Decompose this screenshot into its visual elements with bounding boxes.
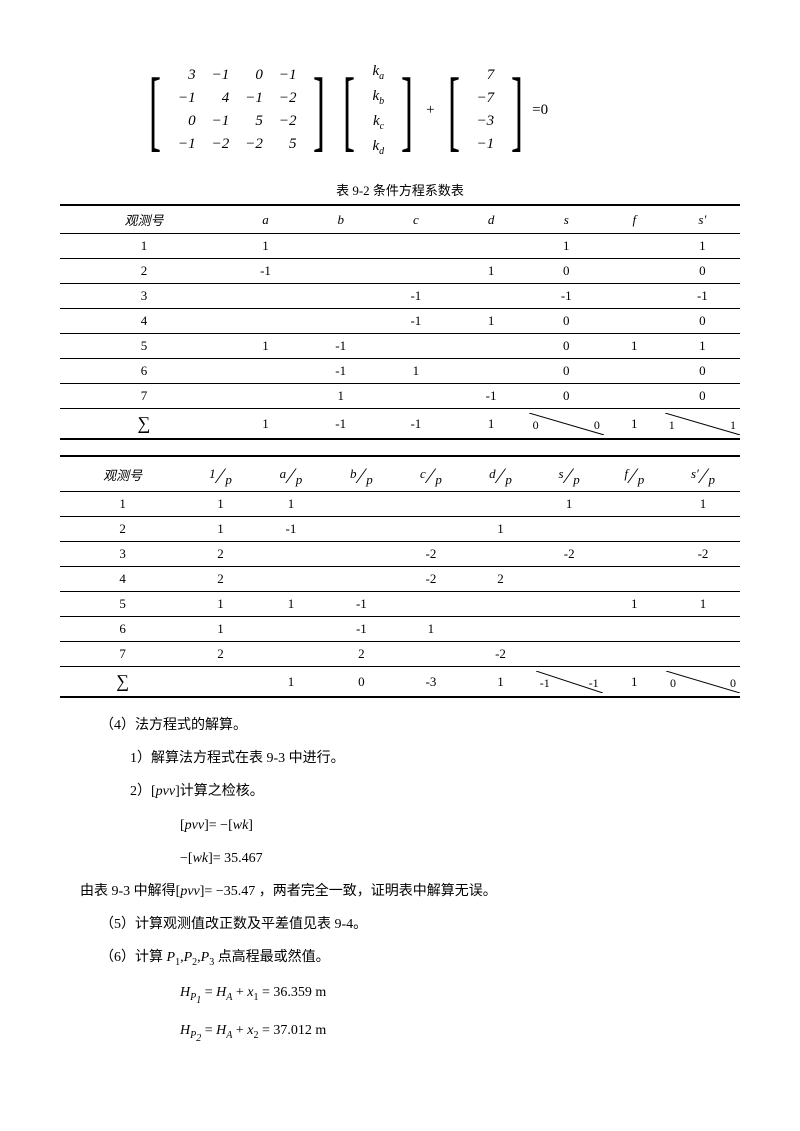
matrix-k: ka kb kc kd xyxy=(364,60,392,160)
table-row: 42-22 xyxy=(60,567,740,592)
eq-pvv-wk: [pvv]= −[wk] xyxy=(180,813,740,838)
table1-caption: 表 9-2 条件方程系数表 xyxy=(60,180,740,199)
col-header: s′⁄p xyxy=(666,456,740,492)
col-header: c⁄p xyxy=(397,456,466,492)
col-header: b⁄p xyxy=(326,456,396,492)
para-6: （6）计算 P1,P2,P3 点高程最或然值。 xyxy=(100,945,740,972)
sum-row: ∑10-31-1-1100 xyxy=(60,667,740,698)
col-header: c xyxy=(378,205,453,234)
table-row: 6-1100 xyxy=(60,359,740,384)
para-4-2: 2）[pvv]计算之检核。 xyxy=(130,779,740,804)
col-header: 观测号 xyxy=(60,205,228,234)
equals-zero: =0 xyxy=(532,102,548,119)
para-4-1: 1）解算法方程式在表 9-3 中进行。 xyxy=(130,746,740,771)
para-mid: 由表 9-3 中解得[pvv]= −35.47 ，两者完全一致，证明表中解算无误… xyxy=(80,879,740,904)
table-9-2: 观测号abcdsfs′ 11112-11003-1-1-14-110051-10… xyxy=(60,204,740,440)
eq-wk-val: −[wk]= 35.467 xyxy=(180,846,740,871)
table-row: 61-11 xyxy=(60,617,740,642)
col-header: b xyxy=(303,205,378,234)
table-row: 11111 xyxy=(60,492,740,517)
table-row: 3-1-1-1 xyxy=(60,284,740,309)
matrix-equation: [ 3−10−1 −14−1−2 0−15−2 −1−2−25 ] [ ka k… xyxy=(140,60,740,160)
eq-hp2: HP2 = HA + x2 = 37.012 m xyxy=(180,1018,740,1048)
table-9-2b: 观测号1⁄pa⁄pb⁄pc⁄pd⁄ps⁄pf⁄ps′⁄p 1111121-113… xyxy=(60,455,740,698)
table-row: 511-111 xyxy=(60,592,740,617)
para-4: （4）法方程式的解算。 xyxy=(100,713,740,738)
col-header: a⁄p xyxy=(256,456,326,492)
table-row: 1111 xyxy=(60,234,740,259)
table-row: 2-1100 xyxy=(60,259,740,284)
col-header: 观测号 xyxy=(60,456,185,492)
col-header: f⁄p xyxy=(603,456,666,492)
col-header: s′ xyxy=(665,205,740,234)
table-row: 722-2 xyxy=(60,642,740,667)
col-header: s xyxy=(529,205,604,234)
table-row: 4-1100 xyxy=(60,309,740,334)
matrix-b: 7 −7 −3 −1 xyxy=(469,64,503,156)
sum-row: ∑1-1-1100111 xyxy=(60,409,740,440)
table-row: 51-1011 xyxy=(60,334,740,359)
matrix-A: 3−10−1 −14−1−2 0−15−2 −1−2−25 xyxy=(170,64,305,156)
col-header: f xyxy=(604,205,665,234)
eq-hp1: HP1 = HA + x1 = 36.359 m xyxy=(180,980,740,1010)
col-header: a xyxy=(228,205,303,234)
col-header: d⁄p xyxy=(465,456,535,492)
col-header: d xyxy=(453,205,528,234)
para-5: （5）计算观测值改正数及平差值见表 9-4。 xyxy=(100,912,740,937)
col-header: s⁄p xyxy=(536,456,603,492)
table-row: 32-2-2-2 xyxy=(60,542,740,567)
table-row: 21-11 xyxy=(60,517,740,542)
col-header: 1⁄p xyxy=(185,456,255,492)
table-row: 71-100 xyxy=(60,384,740,409)
